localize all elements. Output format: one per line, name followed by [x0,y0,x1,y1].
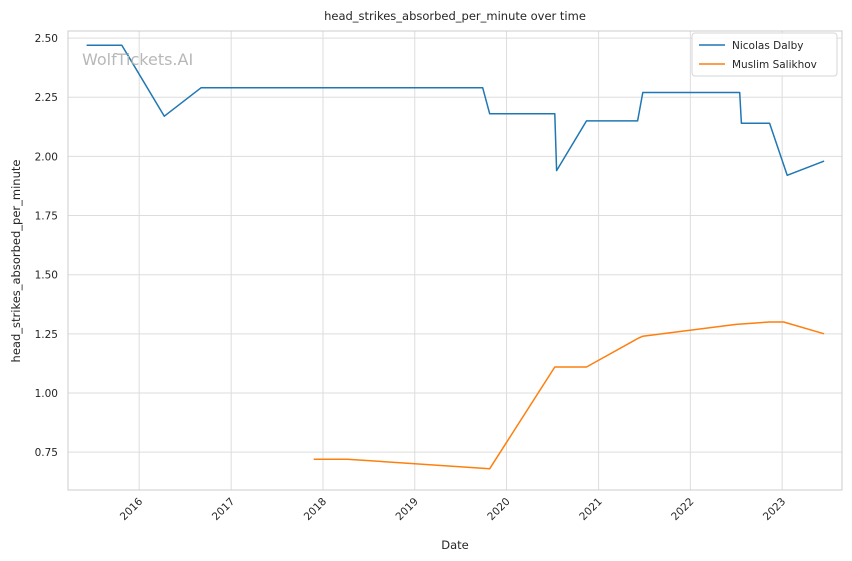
x-tick-label: 2018 [302,496,329,523]
plot-frame [67,30,843,491]
x-tick-label: 2022 [669,496,696,523]
x-axis-ticks: 2016 2017 2018 2019 2020 2021 2022 2023 [118,495,788,523]
y-axis-label: head_strikes_absorbed_per_minute [9,160,23,363]
x-tick-label: 2016 [118,495,146,523]
y-tick-label: 2.25 [35,92,58,104]
y-tick-label: 2.00 [35,151,58,163]
chart-title: head_strikes_absorbed_per_minute over ti… [324,9,586,23]
y-tick-label: 1.00 [35,388,58,400]
x-tick-label: 2020 [485,496,512,523]
watermark: WolfTickets.AI [82,50,193,69]
legend: Nicolas Dalby Muslim Salikhov [691,32,838,77]
x-tick-label: 2017 [210,496,237,523]
series-lines [86,44,825,470]
legend-box [691,32,838,77]
y-axis-ticks: 0.75 1.00 1.25 1.50 1.75 2.00 2.25 2.50 [35,33,58,459]
y-tick-label: 2.50 [35,33,58,45]
legend-label-muslim-salikhov: Muslim Salikhov [732,59,817,71]
x-axis-label: Date [441,538,469,552]
grid-lines [68,31,842,490]
x-tick-label: 2019 [393,496,420,523]
y-tick-label: 1.50 [35,270,58,282]
series-line-nicolas-dalby [86,44,825,177]
series-line-muslim-salikhov [313,321,825,470]
y-tick-label: 1.25 [35,329,58,341]
y-tick-label: 1.75 [35,211,58,223]
x-tick-label: 2023 [761,496,788,523]
legend-label-nicolas-dalby: Nicolas Dalby [732,40,803,52]
y-tick-label: 0.75 [35,447,58,459]
x-tick-label: 2021 [577,496,604,523]
